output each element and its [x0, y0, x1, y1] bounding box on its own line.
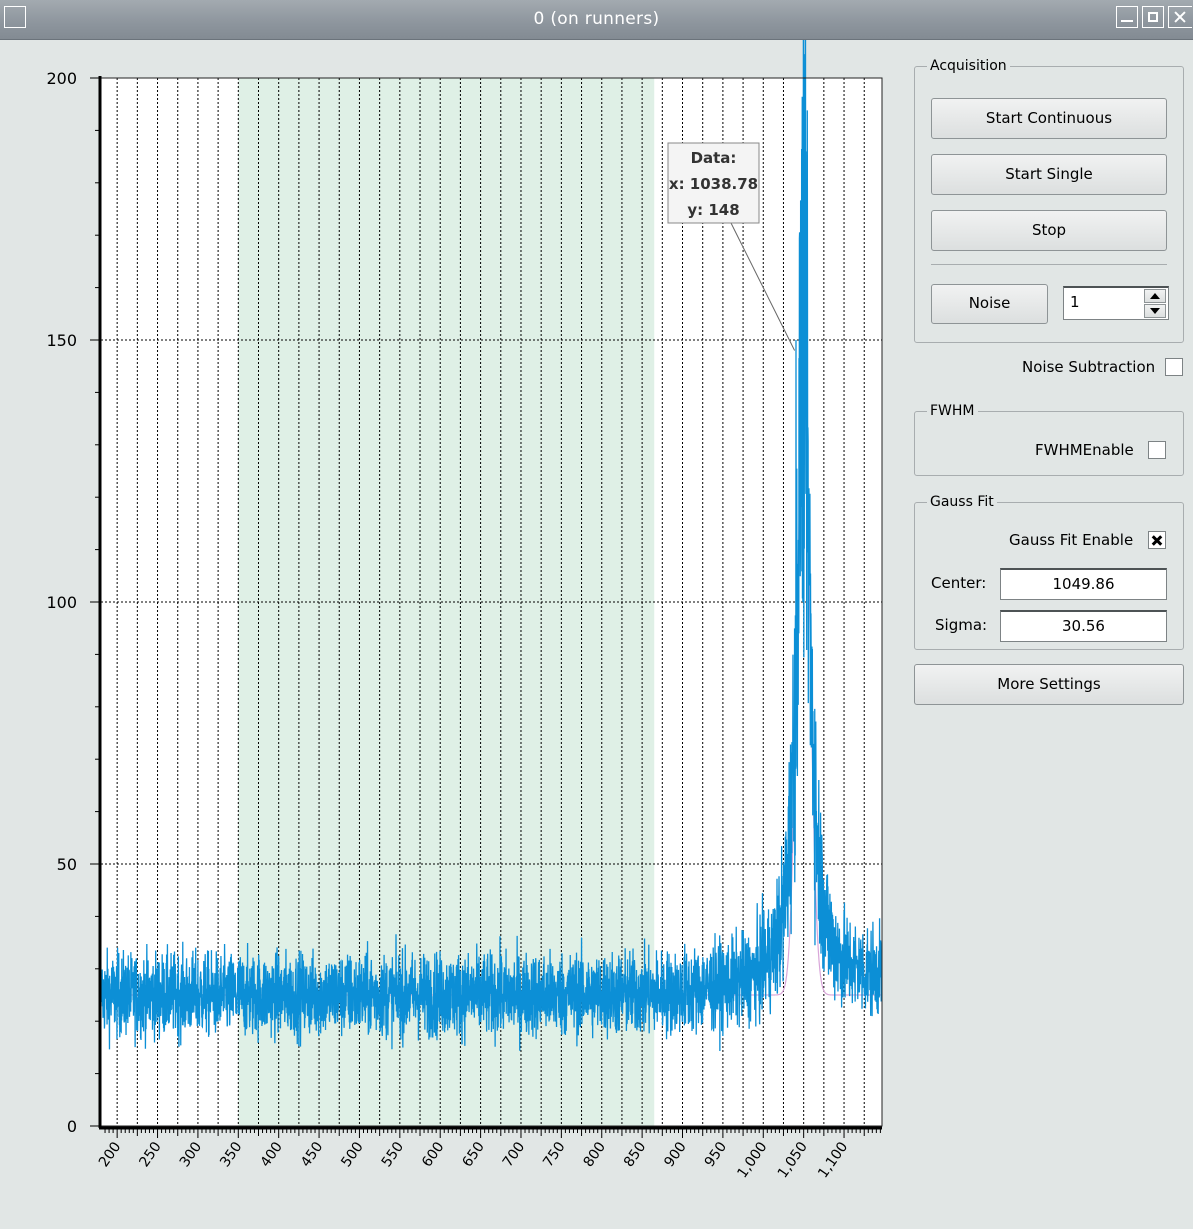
x-tick-label: 300 [177, 1139, 205, 1170]
fwhm-group: FWHM [914, 402, 1184, 476]
fwhm-enable-label: FWHMEnable [1035, 441, 1134, 459]
tooltip-title: Data: [691, 149, 737, 167]
stop-button[interactable]: Stop [931, 210, 1167, 251]
close-icon[interactable] [1168, 6, 1192, 28]
start-continuous-button[interactable]: Start Continuous [931, 98, 1167, 139]
x-tick-label: 400 [258, 1139, 286, 1170]
noise-count-spinbox[interactable]: 1 [1063, 286, 1169, 320]
x-tick-label: 250 [136, 1139, 164, 1170]
y-tick-label: 150 [46, 331, 77, 350]
sigma-field[interactable]: 30.56 [1000, 610, 1167, 642]
tooltip-pointer [730, 222, 796, 351]
x-tick-label: 800 [581, 1139, 609, 1170]
fwhm-enable-checkbox[interactable] [1148, 441, 1166, 459]
acquisition-group: Acquisition [914, 57, 1184, 343]
data-tooltip [667, 142, 760, 224]
center-label: Center: [931, 574, 987, 592]
maximize-icon[interactable] [1142, 6, 1164, 28]
fwhm-title: FWHM [927, 402, 978, 420]
x-tick-label: 1,050 [775, 1139, 811, 1181]
x-tick-label: 900 [661, 1139, 689, 1170]
gauss-fit-enable-checkbox[interactable] [1148, 531, 1166, 549]
spin-down-icon[interactable] [1144, 304, 1166, 318]
spin-up-icon[interactable] [1144, 289, 1166, 303]
x-tick-label: 850 [621, 1139, 649, 1170]
window-title: 0 (on runners) [533, 9, 660, 29]
x-tick-label: 550 [379, 1139, 407, 1170]
x-tick-label: 350 [217, 1139, 245, 1170]
spectrum-chart[interactable]: 0 50 100 150 200 200 250 300 350 400 450 500 550 600… [0, 40, 905, 1229]
noise-button[interactable]: Noise [931, 284, 1048, 324]
spectrum-plot[interactable]: 0 50 100 150 200 200 250 300 350 400 450 500 550 600… [0, 40, 905, 1229]
acquisition-title: Acquisition [927, 57, 1010, 75]
gauss-fit-group: Gauss Fit [914, 493, 1184, 650]
center-field[interactable]: 1049.86 [1000, 568, 1167, 600]
tooltip-x-value: x: 1038.78 [669, 175, 758, 193]
x-tick-label: 650 [459, 1139, 487, 1170]
x-tick-label: 1,000 [734, 1139, 770, 1181]
noise-subtraction-checkbox[interactable] [1165, 358, 1183, 376]
gauss-fit-title: Gauss Fit [927, 493, 997, 511]
x-tick-label: 600 [419, 1139, 447, 1170]
noise-count-value[interactable]: 1 [1070, 293, 1080, 311]
sigma-label: Sigma: [935, 616, 988, 634]
x-tick-label: 700 [500, 1139, 528, 1170]
window-menu-icon[interactable] [4, 6, 26, 28]
y-tick-label: 200 [46, 69, 77, 88]
tooltip-y-value: y: 148 [687, 201, 739, 219]
minimize-icon[interactable] [1116, 6, 1138, 28]
start-single-button[interactable]: Start Single [931, 154, 1167, 195]
y-tick-label: 100 [46, 593, 77, 612]
x-tick-label: 750 [540, 1139, 568, 1170]
gauss-fit-enable-label: Gauss Fit Enable [1009, 531, 1134, 549]
x-tick-label: 200 [96, 1139, 124, 1170]
x-tick-label: 500 [338, 1139, 366, 1170]
x-tick-label: 450 [298, 1139, 326, 1170]
acquisition-separator [931, 264, 1167, 265]
window-title-bar: 0 (on runners) [0, 0, 1193, 40]
x-tick-label: 1,100 [815, 1139, 851, 1181]
y-tick-label: 0 [67, 1117, 77, 1136]
y-tick-label: 50 [57, 855, 77, 874]
x-tick-label: 950 [702, 1139, 730, 1170]
noise-subtraction-label: Noise Subtraction [1022, 358, 1156, 376]
more-settings-button[interactable]: More Settings [914, 664, 1184, 705]
